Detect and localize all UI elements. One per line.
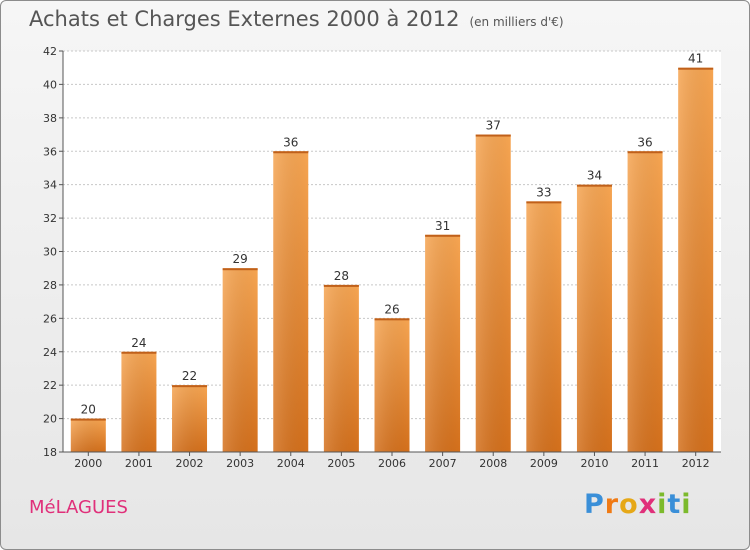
chart-title: Achats et Charges Externes 2000 à 2012 [29, 7, 460, 31]
bar-top-edge [222, 268, 258, 271]
logo-letter: P [584, 489, 605, 520]
bar-value-label: 41 [688, 52, 703, 66]
bar-shade [121, 351, 157, 452]
y-tick-label: 34 [43, 179, 57, 192]
bar-top-edge [425, 234, 461, 237]
bar-shade [222, 268, 258, 452]
x-tick-label: 2010 [580, 457, 608, 470]
bar-value-label: 28 [334, 269, 349, 283]
logo-letter: r [604, 489, 620, 520]
y-tick-label: 32 [43, 212, 57, 225]
x-tick-label: 2003 [226, 457, 254, 470]
bar-top-edge [475, 134, 511, 137]
x-tick-label: 2011 [631, 457, 659, 470]
bar-shade [70, 418, 106, 452]
x-tick-label: 2000 [74, 457, 102, 470]
bar-value-label: 33 [536, 185, 551, 199]
bar-value-label: 22 [182, 369, 197, 383]
x-tick-label: 2001 [125, 457, 153, 470]
bar-shade [678, 67, 714, 452]
bar-value-label: 24 [131, 336, 146, 350]
x-tick-label: 2006 [378, 457, 406, 470]
bar-value-label: 36 [637, 135, 652, 149]
bar-top-edge [627, 151, 663, 154]
bar-shade [425, 234, 461, 452]
x-tick-label: 2009 [530, 457, 558, 470]
logo-letter: i [657, 489, 668, 520]
bar-top-edge [374, 318, 410, 321]
x-tick-label: 2004 [277, 457, 305, 470]
bar-value-label: 34 [587, 169, 602, 183]
y-tick-label: 24 [43, 346, 57, 359]
bar-shade [374, 318, 410, 452]
bar-value-label: 26 [384, 302, 399, 316]
bar-shade [475, 134, 511, 452]
y-tick-label: 26 [43, 312, 57, 325]
bar-value-label: 29 [233, 252, 248, 266]
bar-shade [576, 184, 612, 452]
chart-unit: (en milliers d'€) [469, 15, 564, 29]
bar-shade [323, 284, 359, 452]
bar-value-label: 20 [81, 403, 96, 417]
bar-top-edge [273, 151, 309, 154]
bar-shade [273, 151, 309, 452]
y-tick-label: 36 [43, 145, 57, 158]
bar-top-edge [172, 385, 208, 388]
y-tick-label: 40 [43, 78, 57, 91]
x-tick-label: 2005 [327, 457, 355, 470]
x-tick-label: 2012 [682, 457, 710, 470]
bar-value-label: 37 [486, 119, 501, 133]
y-tick-label: 20 [43, 413, 57, 426]
y-tick-label: 42 [43, 45, 57, 58]
logo-letter: t [667, 489, 682, 520]
bar-top-edge [121, 351, 157, 354]
commune-name: MéLAGUES [29, 497, 128, 518]
y-tick-label: 30 [43, 246, 57, 259]
bar-top-edge [576, 184, 612, 187]
logo-letter: x [638, 489, 658, 520]
bar-layer: 20 24 22 29 36 28 26 31 37 33 34 36 41 [70, 52, 714, 452]
bar-top-edge [70, 418, 106, 421]
axis-layer: 18 20 22 24 26 28 30 32 34 36 38 40 42 2000 2001 2002 20… [43, 45, 721, 470]
y-tick-label: 18 [43, 446, 57, 459]
x-tick-label: 2002 [176, 457, 204, 470]
x-tick-label: 2007 [429, 457, 457, 470]
bar-shade [627, 151, 663, 452]
bar-value-label: 36 [283, 135, 298, 149]
logo-letter: i [681, 489, 692, 520]
bar-top-edge [678, 67, 714, 70]
y-tick-label: 22 [43, 379, 57, 392]
y-tick-label: 28 [43, 279, 57, 292]
chart-title-block: Achats et Charges Externes 2000 à 2012 (e… [29, 7, 564, 31]
bar-value-label: 31 [435, 219, 450, 233]
x-tick-label: 2008 [479, 457, 507, 470]
bar-top-edge [323, 284, 359, 287]
y-tick-label: 38 [43, 112, 57, 125]
bar-top-edge [526, 201, 562, 204]
bar-shade [172, 385, 208, 452]
proxiti-logo: Proxiti [584, 489, 692, 520]
logo-letter: o [619, 489, 639, 520]
bar-shade [526, 201, 562, 452]
